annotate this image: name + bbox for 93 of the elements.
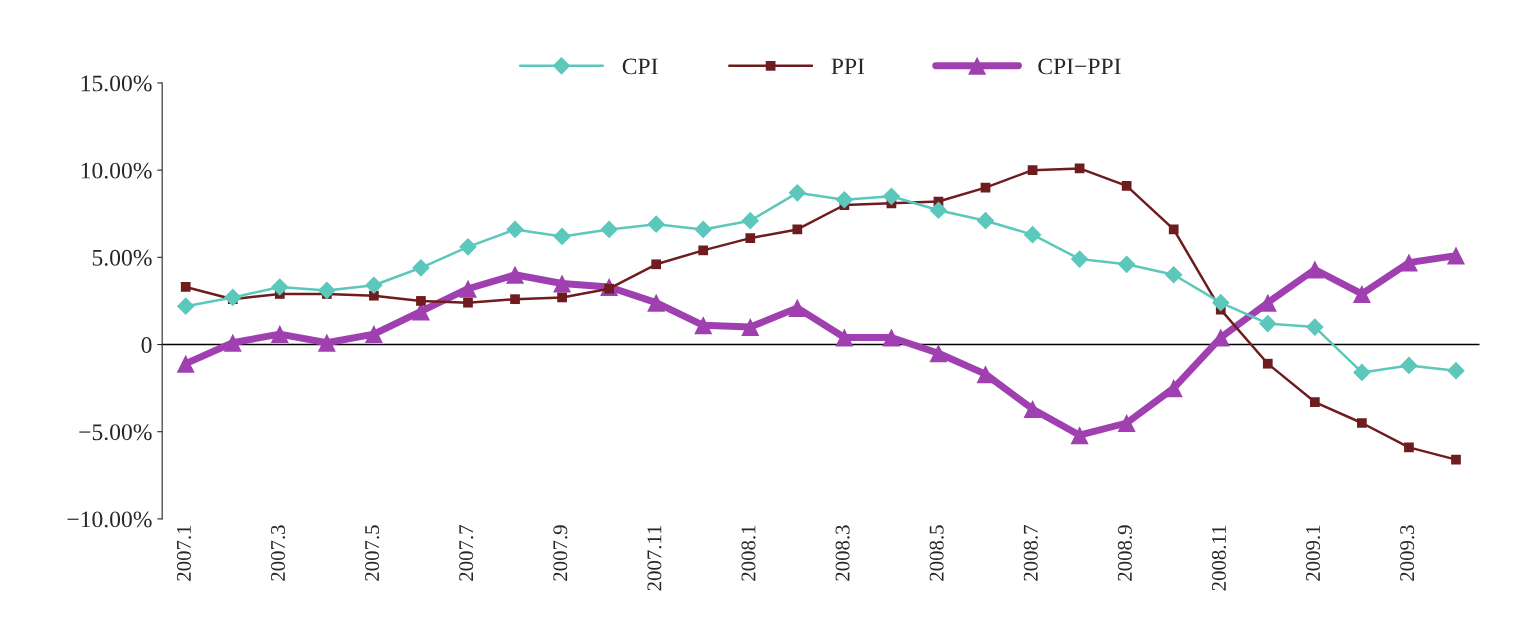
point: [600, 220, 618, 239]
point: [647, 293, 666, 312]
point: [412, 258, 430, 277]
point: [1352, 284, 1371, 303]
point: [270, 325, 289, 344]
point: [694, 220, 713, 239]
point: [1023, 400, 1042, 419]
point: [270, 278, 289, 296]
x-tick-label: 2008.7: [1023, 525, 1038, 581]
point: [788, 298, 807, 317]
point: [882, 187, 901, 206]
point: [929, 344, 948, 363]
point: [317, 333, 336, 352]
x-tick-label: 2008.3: [835, 525, 850, 581]
point: [698, 245, 709, 256]
point: [1399, 253, 1418, 272]
point: [929, 201, 948, 220]
point: [1117, 255, 1136, 274]
point: [1258, 314, 1277, 333]
point: [1070, 250, 1089, 268]
point: [1400, 356, 1418, 375]
point: [1211, 293, 1230, 312]
x-tick-label: 2007.5: [365, 525, 380, 581]
point: [788, 183, 807, 202]
point: [223, 333, 242, 352]
point: [506, 265, 525, 284]
point: [1070, 426, 1089, 445]
point: [647, 215, 666, 234]
point: [318, 281, 336, 300]
point: [1168, 224, 1179, 235]
y-tick-label: 5.00%: [92, 249, 152, 266]
point: [553, 227, 571, 246]
x-tick-label: 2009.1: [1306, 525, 1321, 581]
y-tick-label: 10.00%: [81, 162, 152, 179]
point: [1262, 358, 1273, 369]
x-tick-label: 2007.7: [459, 525, 474, 581]
point: [1353, 363, 1371, 382]
point: [1451, 454, 1461, 465]
point: [1164, 379, 1183, 398]
point: [1404, 442, 1414, 453]
point: [651, 259, 662, 270]
point: [416, 296, 426, 306]
point: [510, 294, 520, 305]
legend-label: PPI: [831, 58, 865, 75]
point: [463, 297, 473, 308]
x-tick-label: 2007.11: [647, 525, 662, 591]
point: [835, 190, 854, 209]
point: [741, 318, 760, 337]
point: [882, 328, 901, 347]
y-tick-label: −5.00%: [79, 424, 152, 441]
x-tick-label: 2009.3: [1400, 525, 1415, 581]
point: [365, 276, 383, 295]
point: [1309, 397, 1320, 407]
point: [1121, 180, 1132, 191]
y-tick-label: 15.00%: [81, 75, 152, 92]
point: [223, 288, 242, 307]
point: [506, 220, 524, 239]
point: [369, 290, 379, 301]
point: [1164, 265, 1183, 284]
point: [553, 274, 572, 293]
point: [835, 328, 854, 347]
x-tick-label: 2008.11: [1211, 525, 1227, 591]
point: [976, 365, 995, 384]
point: [1306, 318, 1324, 336]
point: [557, 292, 567, 303]
point: [1446, 246, 1466, 265]
x-tick-label: 2007.1: [176, 525, 192, 581]
point: [1357, 418, 1367, 428]
x-tick-label: 2008.9: [1117, 525, 1132, 581]
x-tick-label: 2007.9: [553, 525, 568, 581]
point: [792, 224, 803, 235]
x-tick-label: 2008.5: [929, 525, 944, 581]
point: [1023, 225, 1042, 244]
point: [1447, 361, 1465, 380]
x-tick-label: 2008.1: [741, 525, 756, 581]
point: [694, 316, 713, 335]
legend-label: CPI: [622, 58, 658, 75]
y-tick-label: −10.00%: [67, 511, 152, 528]
point: [180, 282, 191, 292]
point: [176, 297, 195, 315]
x-tick-label: 2007.3: [270, 525, 286, 581]
point: [176, 354, 195, 373]
legend-label: CPI−PPI: [1038, 58, 1121, 75]
point: [1305, 260, 1324, 279]
y-tick-label: 0: [141, 337, 152, 353]
point: [459, 238, 477, 256]
point: [976, 211, 995, 230]
point: [1117, 413, 1136, 433]
point: [458, 279, 478, 298]
point: [1027, 165, 1038, 175]
point: [741, 211, 760, 230]
point: [364, 325, 383, 344]
point: [745, 233, 756, 244]
